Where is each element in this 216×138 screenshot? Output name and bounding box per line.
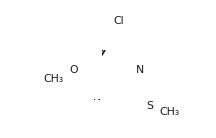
Text: S: S: [146, 101, 153, 112]
Text: N: N: [136, 65, 144, 75]
Text: Cl: Cl: [114, 16, 124, 26]
Text: N: N: [93, 92, 101, 102]
Text: CH₃: CH₃: [43, 74, 63, 84]
Text: O: O: [69, 65, 78, 75]
Text: CH₃: CH₃: [160, 107, 180, 117]
